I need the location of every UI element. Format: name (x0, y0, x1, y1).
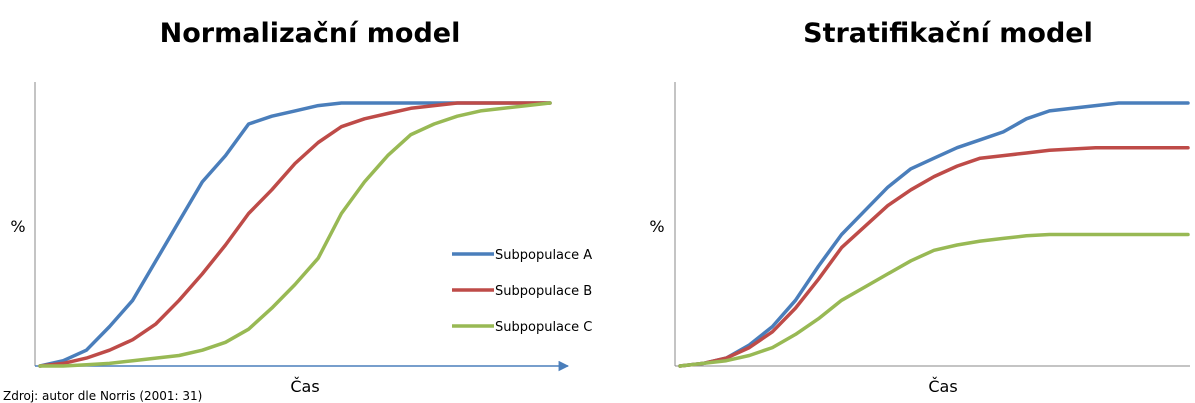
chart-title: Normalizační model (160, 18, 461, 49)
legend-label-subpopulace-b: Subpopulace B (495, 284, 592, 299)
source-note: Zdroj: autor dle Norris (2001: 31) (3, 389, 202, 403)
y-axis-label: % (10, 217, 25, 236)
x-axis-label: Čas (290, 377, 319, 396)
legend: Subpopulace A Subpopulace B Subpopulace … (452, 248, 592, 335)
x-axis-label: Čas (928, 377, 957, 396)
series-group (38, 101, 552, 368)
series-line-subpopulace-c (38, 101, 552, 368)
chart-stratifikacni: Stratifikační model % Čas (649, 18, 1190, 396)
series-line-subpopulace-c (678, 232, 1190, 368)
series-line-subpopulace-a (678, 101, 1190, 368)
legend-label-subpopulace-a: Subpopulace A (495, 248, 592, 263)
chart-normalizacni: Normalizační model % Čas Subpopulace A S… (10, 18, 592, 396)
legend-label-subpopulace-c: Subpopulace C (495, 320, 592, 335)
series-line-subpopulace-b (38, 101, 552, 368)
series-line-subpopulace-b (678, 145, 1190, 368)
chart-title: Stratifikační model (803, 18, 1093, 49)
y-axis-label: % (649, 217, 664, 236)
series-group (678, 101, 1190, 368)
